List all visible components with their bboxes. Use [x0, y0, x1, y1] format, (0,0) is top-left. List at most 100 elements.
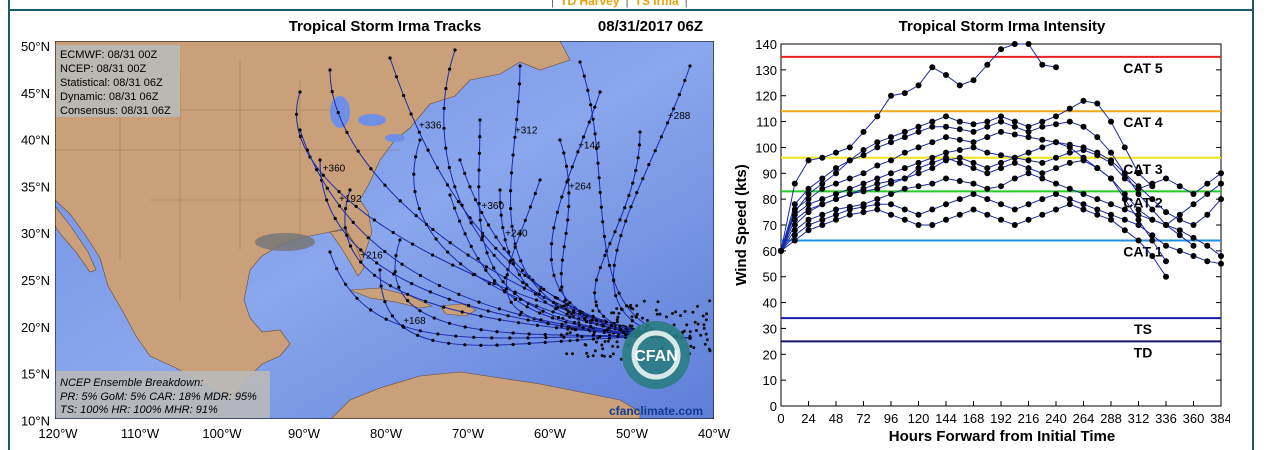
track-point	[446, 251, 449, 254]
series-point	[1149, 232, 1155, 238]
series-point	[1067, 119, 1073, 125]
track-point	[560, 195, 563, 198]
lat-tick: 30°N	[21, 226, 50, 241]
y-tick-label: 90	[763, 166, 777, 181]
track-point	[563, 245, 566, 248]
track-point	[601, 220, 604, 223]
track-point	[315, 168, 318, 171]
series-point	[916, 165, 922, 171]
series-point	[1177, 183, 1183, 189]
track-point	[562, 151, 565, 154]
track-point	[438, 284, 441, 287]
series-point	[1081, 124, 1087, 130]
series-point	[1067, 106, 1073, 112]
lon-ticks: 120°W 110°W 100°W 90°W 80°W 70°W 60°W 50°W 40°W	[38, 426, 730, 441]
track-point	[567, 309, 570, 312]
track-point	[695, 329, 698, 332]
track-point	[598, 176, 601, 179]
series-point	[792, 222, 798, 228]
track-point	[431, 228, 434, 231]
series-point	[1053, 139, 1059, 145]
track-point	[477, 301, 480, 304]
intensity-chart: Tropical Storm Irma Intensity CAT 5CAT 4…	[730, 0, 1230, 450]
track-point	[473, 273, 476, 276]
track-point	[487, 309, 490, 312]
track-point	[613, 264, 616, 267]
series-point	[943, 150, 949, 156]
series-point	[1177, 227, 1183, 233]
track-point	[567, 205, 570, 208]
site-link[interactable]: cfanclimate.com	[609, 404, 703, 418]
series-point	[1081, 147, 1087, 153]
series-point	[1053, 165, 1059, 171]
track-point	[564, 321, 567, 324]
track-point	[544, 300, 547, 303]
track-point	[565, 232, 568, 235]
track-point	[344, 207, 347, 210]
track-point	[345, 234, 348, 237]
series-point	[1053, 64, 1059, 70]
track-point	[566, 332, 569, 335]
series-point	[888, 191, 894, 197]
series-point	[1012, 160, 1018, 166]
track-point	[419, 329, 422, 332]
track-point	[603, 254, 606, 257]
series-point	[1149, 238, 1155, 244]
series-point	[847, 191, 853, 197]
hour-label: +168	[403, 316, 426, 327]
track-point	[448, 166, 451, 169]
track-point	[511, 343, 514, 346]
track-point	[631, 319, 634, 322]
series-point	[902, 90, 908, 96]
track-point	[298, 90, 301, 93]
track-point	[600, 206, 603, 209]
y-ticks: 0102030405060708090100110120130140	[755, 37, 777, 414]
series-point	[957, 196, 963, 202]
track-point	[355, 297, 358, 300]
track-point	[325, 198, 328, 201]
series-point	[1122, 191, 1128, 197]
hour-label: +288	[668, 111, 691, 122]
track-point	[634, 169, 637, 172]
track-point	[579, 310, 582, 313]
series-point	[1122, 144, 1128, 150]
series-point	[819, 155, 825, 161]
y-tick-label: 120	[755, 89, 777, 104]
track-point	[552, 274, 555, 277]
track-point	[638, 130, 641, 133]
series-point	[1122, 207, 1128, 213]
series-point	[943, 124, 949, 130]
track-point	[513, 292, 516, 295]
series-point	[847, 186, 853, 192]
track-point	[622, 331, 625, 334]
track-point	[696, 305, 699, 308]
track-point	[349, 244, 352, 247]
legend-ncep: NCEP: 08/31 00Z	[60, 63, 146, 75]
track-point	[636, 313, 639, 316]
series-point	[1218, 261, 1224, 267]
track-point	[443, 107, 446, 110]
x-axis-label: Hours Forward from Initial Time	[889, 428, 1115, 445]
series-point	[1039, 144, 1045, 150]
y-tick-label: 80	[763, 192, 777, 207]
series-point	[888, 212, 894, 218]
series-point	[971, 165, 977, 171]
track-point	[514, 298, 517, 301]
series-point	[1218, 181, 1224, 187]
series-point	[847, 212, 853, 218]
series-point	[888, 170, 894, 176]
series-point	[1012, 41, 1018, 47]
track-point	[463, 172, 466, 175]
track-point	[702, 315, 705, 318]
track-point	[560, 272, 563, 275]
series-point	[833, 150, 839, 156]
series-point	[874, 207, 880, 213]
track-point	[708, 348, 711, 351]
track-point	[375, 261, 378, 264]
model-legend: ECMWF: 08/31 00Z NCEP: 08/31 00Z Statist…	[56, 45, 180, 117]
track-point	[593, 106, 596, 109]
legend-ecmwf: ECMWF: 08/31 00Z	[60, 49, 157, 61]
track-point	[586, 89, 589, 92]
series-point	[819, 222, 825, 228]
track-point	[442, 127, 445, 130]
